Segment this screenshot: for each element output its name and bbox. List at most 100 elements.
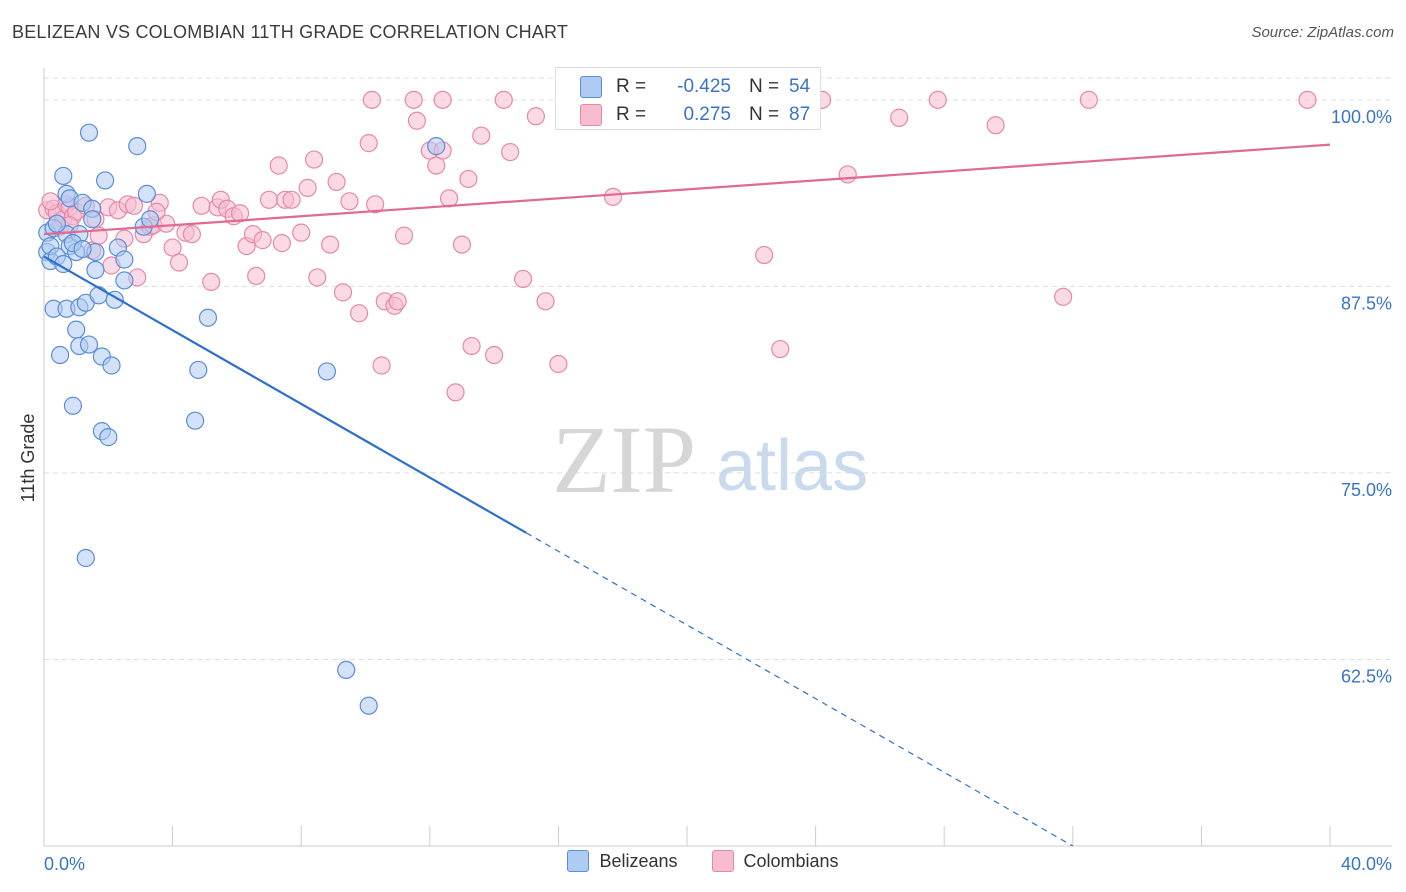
belizean-point (95, 171, 115, 190)
colombians-legend-swatch (711, 850, 734, 872)
correlation-row-belizeans: R = -0.425 N = 54 (556, 72, 810, 102)
y-tick-label: 62.5% (1341, 666, 1392, 686)
colombian-point (1054, 287, 1073, 306)
colombian-point (327, 172, 346, 192)
y-tick-label: 87.5% (1341, 293, 1392, 313)
colombian-point (192, 196, 211, 215)
belizean-point (337, 660, 356, 680)
data-points (38, 90, 1317, 715)
colombian-point (536, 292, 555, 311)
colombian-point (372, 356, 391, 375)
colombian-point (890, 108, 909, 127)
colombian-point (366, 195, 385, 214)
colombian-point (526, 107, 545, 126)
colombian-point (340, 192, 359, 211)
y-tick-label: 75.0% (1341, 480, 1392, 500)
belizean-point (67, 320, 86, 339)
belizean-point (186, 411, 205, 430)
colombian-point (452, 235, 472, 254)
belizean-point (50, 345, 70, 365)
colombian-point (485, 345, 504, 365)
colombian-point (472, 126, 491, 145)
n-value: 87 (789, 104, 811, 125)
watermark-atlas: atlas (716, 426, 868, 506)
colombian-point (838, 165, 857, 184)
legend-label-colombians: Colombians (743, 850, 839, 871)
colombian-point (298, 178, 317, 197)
colombian-point (259, 190, 279, 209)
belizean-point (102, 356, 121, 375)
belizean-point (128, 137, 147, 156)
belizean-point (73, 239, 92, 259)
belizean-point (137, 184, 156, 203)
colombian-point (501, 142, 520, 162)
y-tick-label: 100.0% (1331, 107, 1392, 127)
belizean-point (427, 137, 446, 156)
belizean-point (79, 123, 99, 142)
belizean-point (317, 362, 337, 381)
colombian-point (269, 156, 288, 175)
belizean-point (47, 214, 66, 233)
r-label: R = (616, 104, 647, 125)
colombian-point (247, 266, 266, 286)
colombian-point (272, 234, 292, 253)
r-value: -0.425 (677, 76, 731, 97)
colombian-point (446, 383, 465, 402)
belizean-point (54, 166, 73, 186)
colombian-point (304, 150, 324, 169)
colombian-point (359, 134, 378, 153)
colombians-swatch (580, 104, 602, 126)
colombian-point (202, 272, 221, 292)
belizean-point (189, 360, 208, 380)
source-label: Source: ZipAtlas.com (1251, 24, 1394, 41)
correlation-row-colombians: R = 0.275 N = 87 (556, 100, 810, 130)
n-value: 54 (789, 76, 811, 97)
colombian-point (459, 169, 478, 189)
colombian-point (755, 245, 774, 265)
colombian-point (253, 231, 272, 250)
n-label: N = (749, 76, 780, 97)
watermark: ZIP atlas (552, 406, 868, 513)
colombian-point (549, 354, 568, 374)
correlation-legend: R = -0.425 N = 54 R = 0.275 N = 87 (555, 67, 821, 130)
colombian-point (362, 90, 382, 109)
n-label: N = (749, 104, 780, 125)
series-legend: Belizeans Colombians (0, 850, 1406, 872)
watermark-zip: ZIP (552, 406, 696, 513)
colombian-point (321, 235, 340, 254)
x-tick-label-min: 0.0% (44, 854, 85, 874)
colombian-point (124, 196, 144, 215)
axis-labels: 100.0% 87.5% 75.0% 62.5% 0.0% 40.0% 11th Grade (18, 107, 1392, 874)
colombian-point (41, 192, 60, 211)
x-tick-label-max: 40.0% (1341, 854, 1392, 874)
legend-label-belizeans: Belizeans (599, 850, 678, 871)
r-label: R = (616, 76, 647, 97)
belizeans-trend-extension (525, 532, 1074, 847)
colombian-point (771, 339, 790, 359)
belizean-point (115, 271, 134, 290)
colombian-point (494, 90, 513, 109)
legend-item-belizeans: Belizeans (567, 850, 678, 872)
belizean-point (83, 210, 102, 229)
belizeans-trend-line (43, 255, 527, 534)
trend-lines (43, 143, 1331, 847)
colombian-point (433, 90, 452, 109)
colombian-point (394, 226, 414, 245)
colombian-point (282, 190, 301, 209)
colombian-point (169, 253, 189, 272)
belizean-point (76, 548, 95, 568)
colombian-point (333, 283, 353, 302)
belizean-point (63, 396, 83, 415)
colombian-point (1298, 90, 1317, 109)
belizean-point (99, 428, 118, 447)
belizean-point (198, 308, 218, 327)
colombians-trend-line (43, 143, 1331, 236)
colombian-point (928, 90, 947, 109)
colombian-point (513, 269, 533, 289)
colombian-point (462, 336, 481, 356)
colombian-point (1079, 90, 1098, 109)
belizean-point (54, 254, 73, 274)
belizean-point (86, 260, 105, 280)
belizeans-legend-swatch (567, 850, 590, 872)
r-value: 0.275 (683, 104, 731, 125)
